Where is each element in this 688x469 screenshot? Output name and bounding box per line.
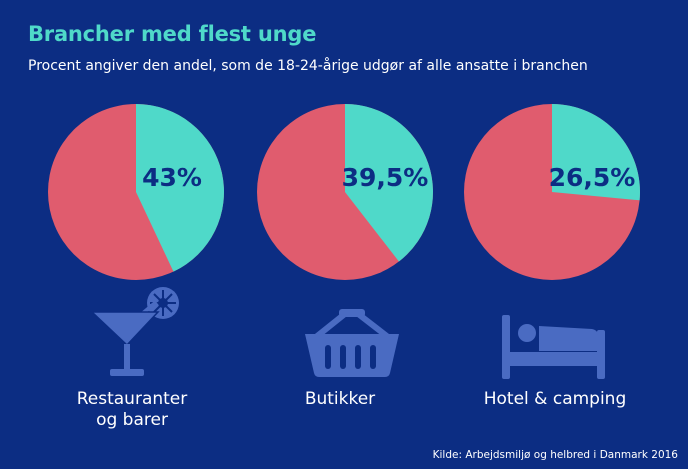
source-note: Kilde: Arbejdsmiljø og helbred i Danmark… xyxy=(432,449,678,461)
pie-slice-young xyxy=(136,104,225,272)
category-label-restauranter: Restauranter og barer xyxy=(76,389,188,430)
pie-slice-young xyxy=(552,104,640,201)
shopping-basket-icon xyxy=(305,309,399,377)
category-label-butikker: Butikker xyxy=(304,389,376,409)
cocktail-glass-icon xyxy=(90,287,179,376)
chart-title: Brancher med flest unge xyxy=(28,22,317,46)
pie-value-label: 26,5% xyxy=(549,163,636,192)
pie-slice-young xyxy=(345,104,433,262)
pie-value-label: 43% xyxy=(142,163,202,192)
pie-value-label: 39,5% xyxy=(342,163,429,192)
chart-subtitle: Procent angiver den andel, som de 18-24-… xyxy=(28,58,588,74)
category-label-hotel: Hotel & camping xyxy=(483,389,627,409)
bed-icon xyxy=(502,315,605,379)
